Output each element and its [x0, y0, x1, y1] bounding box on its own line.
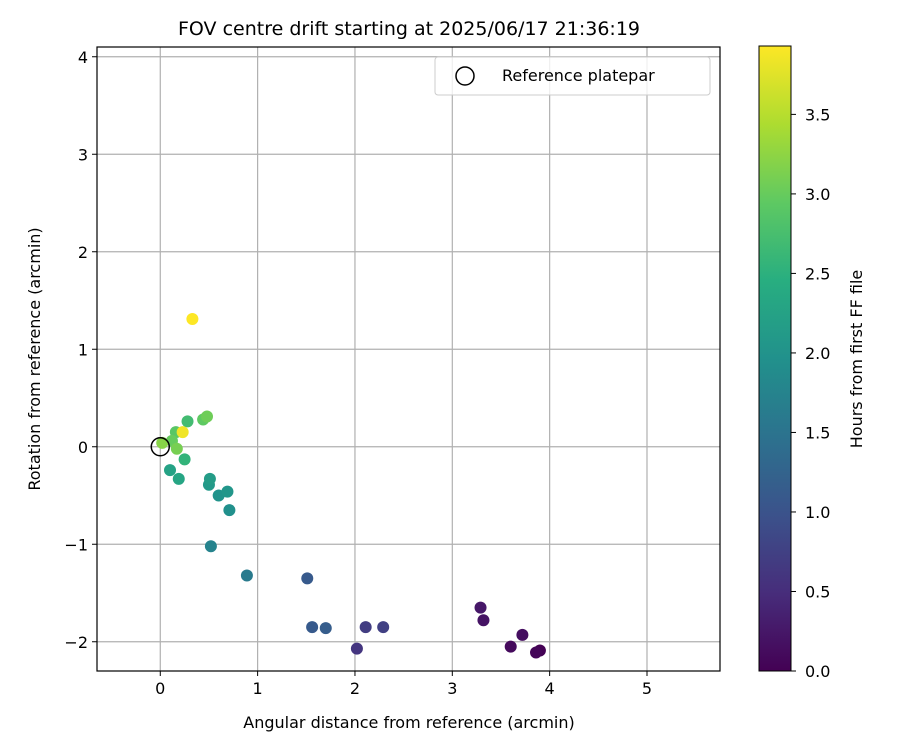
data-point [306, 621, 319, 634]
colorbar-tick-label: 3.0 [805, 185, 830, 204]
y-axis-label: Rotation from reference (arcmin) [25, 227, 44, 490]
legend-entry-reference-platepar: Reference platepar [502, 66, 655, 85]
y-tick-label: 3 [78, 145, 88, 164]
data-point [530, 646, 543, 659]
data-point [350, 642, 363, 655]
data-point [172, 472, 185, 485]
data-point [181, 415, 194, 428]
reference-platepar-marker [150, 437, 171, 457]
data-point [504, 640, 517, 653]
y-tick-label: 4 [78, 48, 88, 67]
data-point [164, 464, 177, 477]
data-point [200, 410, 213, 423]
y-tick-label: −1 [64, 535, 88, 554]
legend-marker-open-circle [455, 66, 475, 86]
data-point [474, 601, 487, 614]
colorbar-ticks: 0.0 0.5 1.0 1.5 2.0 2.5 3.0 3.5 [791, 105, 830, 681]
x-tick-label: 3 [447, 679, 457, 698]
data-point [301, 572, 314, 585]
colorbar-tick-label: 3.5 [805, 105, 830, 124]
data-points [156, 313, 546, 659]
x-tick-label: 5 [642, 679, 652, 698]
reference-marker-group [150, 437, 171, 457]
x-tick-label: 0 [155, 679, 165, 698]
data-point [319, 622, 332, 635]
plot-frame [96, 46, 721, 672]
data-point [516, 628, 529, 641]
colorbar-label: Hours from first FF file [847, 270, 866, 449]
chart-title: FOV centre drift starting at 2025/06/17 … [178, 18, 640, 40]
legend-box [434, 56, 711, 96]
colorbar: 0.0 0.5 1.0 1.5 2.0 2.5 3.0 3.5 Hours from firs… [758, 45, 866, 681]
colorbar-tick-label: 2.5 [805, 264, 830, 283]
x-tick-label: 4 [545, 679, 555, 698]
data-point [477, 614, 490, 627]
y-tick-label: 1 [78, 340, 88, 359]
colorbar-tick-label: 0.5 [805, 582, 830, 601]
y-tick-label: 2 [78, 243, 88, 262]
data-point [223, 504, 236, 517]
legend: Reference platepar [434, 56, 711, 96]
data-point [221, 485, 234, 498]
data-point [170, 442, 183, 455]
x-axis-label: Angular distance from reference (arcmin) [243, 713, 574, 732]
data-point [240, 569, 253, 582]
colorbar-tick-label: 2.0 [805, 344, 830, 363]
data-point [178, 453, 191, 466]
x-axis-ticks: 0 1 2 3 4 5 [155, 671, 652, 698]
y-tick-label: 0 [78, 438, 88, 457]
colorbar-tick-label: 0.0 [805, 662, 830, 681]
y-axis-ticks: −2 −1 0 1 2 3 4 [64, 48, 97, 652]
y-tick-label: −2 [64, 633, 88, 652]
data-point [359, 621, 372, 634]
data-point [377, 621, 390, 634]
x-tick-label: 2 [350, 679, 360, 698]
colorbar-tick-label: 1.5 [805, 423, 830, 442]
data-point [204, 540, 217, 553]
data-point [176, 426, 189, 439]
data-point [203, 472, 216, 485]
colorbar-gradient [758, 45, 792, 672]
x-tick-label: 1 [253, 679, 263, 698]
grid-lines [97, 47, 720, 671]
data-point [186, 313, 199, 326]
colorbar-tick-label: 1.0 [805, 503, 830, 522]
